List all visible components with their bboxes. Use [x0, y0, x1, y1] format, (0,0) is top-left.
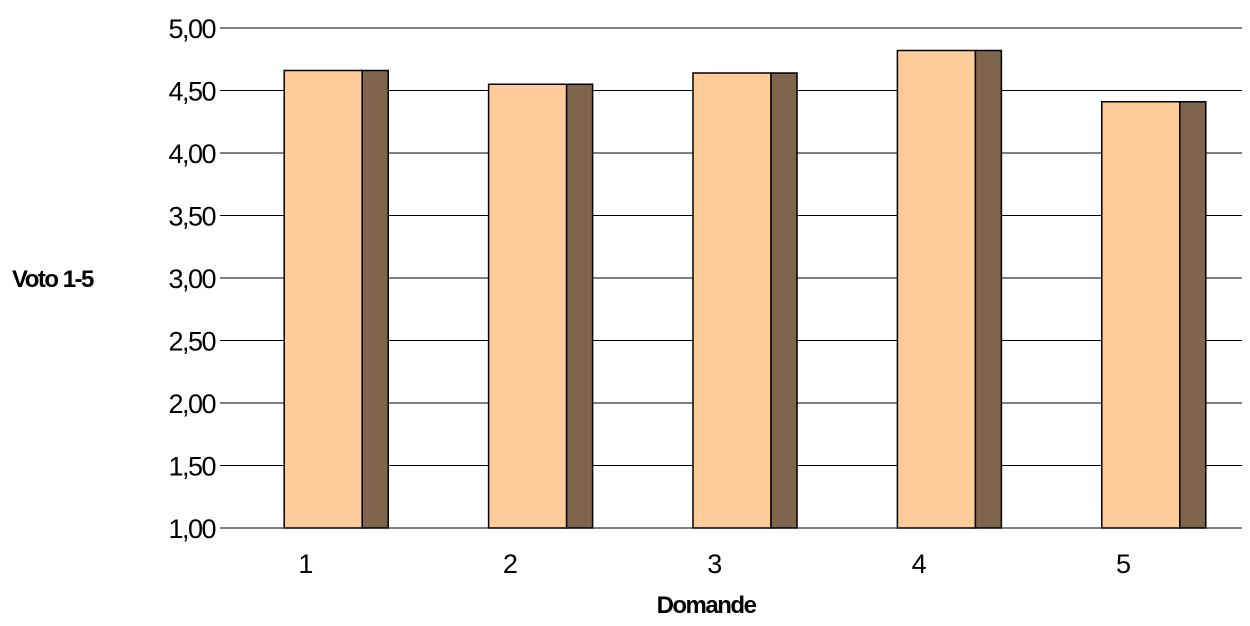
- bar-side-face: [565, 83, 594, 529]
- y-tick-label: 1,00: [168, 514, 215, 544]
- y-tick-labels: 1,00 1,50 2,00 2,50 3,00 3,50 4,00 4,50 5,00: [168, 14, 217, 544]
- x-tick-label: 5: [1116, 549, 1130, 579]
- y-tick-label: 1,50: [168, 452, 215, 482]
- y-tick-label: 2,50: [168, 327, 215, 357]
- bar: [692, 72, 772, 529]
- x-tick-label: 3: [707, 549, 721, 579]
- bar: [487, 83, 568, 529]
- bar-side-face: [770, 72, 798, 529]
- bar: [1101, 101, 1181, 529]
- x-tick-label: 4: [912, 549, 927, 579]
- y-tick-label: 4,50: [168, 77, 215, 107]
- bar-side-face: [1179, 101, 1207, 529]
- x-axis-title: Domande: [657, 592, 757, 619]
- x-tick-label: 1: [298, 549, 312, 579]
- x-tick-labels: 1 2 3 4 5: [298, 549, 1131, 579]
- y-tick-label: 3,50: [168, 202, 215, 232]
- y-tick-label: 5,00: [168, 14, 215, 44]
- bar: [896, 49, 977, 529]
- bars: [283, 49, 1207, 529]
- bar-side-face: [361, 69, 389, 529]
- y-tick-label: 3,00: [168, 264, 215, 294]
- bar: [283, 69, 363, 529]
- bar-side-face: [974, 49, 1003, 529]
- x-tick-label: 2: [503, 549, 517, 579]
- y-axis-title: Voto 1-5: [12, 266, 94, 293]
- y-tick-label: 4,00: [168, 139, 215, 169]
- y-tick-label: 2,00: [168, 389, 215, 419]
